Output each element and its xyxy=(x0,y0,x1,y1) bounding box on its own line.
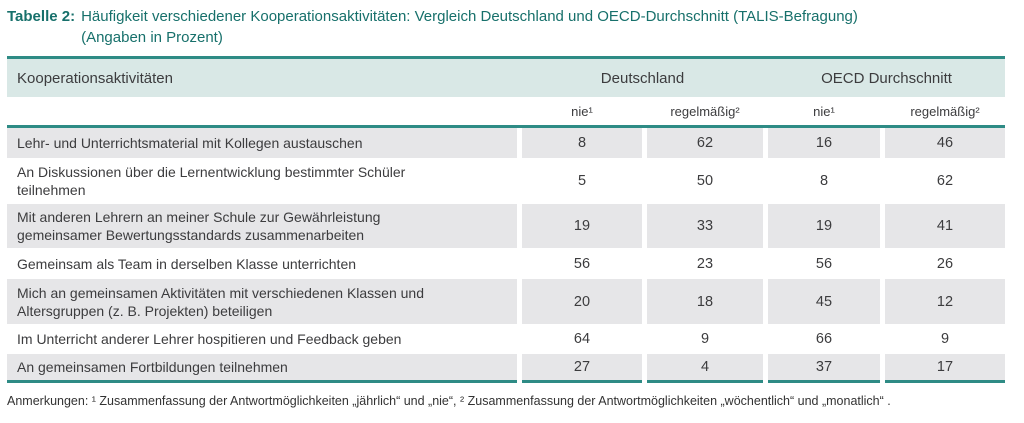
data-table: Kooperationsaktivitäten Deutschland OECD… xyxy=(7,56,1005,383)
cell-value: 33 xyxy=(647,204,763,248)
cell-value: 27 xyxy=(522,354,642,383)
cell-value: 5 xyxy=(522,158,642,204)
cell-value: 56 xyxy=(768,248,880,279)
cell-value: 4 xyxy=(647,354,763,383)
table-title-line1: Häufigkeit verschiedener Kooperationsakt… xyxy=(81,8,858,25)
table-row: An Diskussionen über die Lernentwicklung… xyxy=(7,158,1005,204)
cell-value: 8 xyxy=(522,128,642,158)
table-row: Lehr- und Unterrichtsmaterial mit Kolleg… xyxy=(7,128,1005,158)
cell-value: 37 xyxy=(768,354,880,383)
table-row: An gemeinsamen Fortbildungen teilnehmen … xyxy=(7,354,1005,383)
subheader-regelmaessig-de: regelmäßig² xyxy=(670,103,740,119)
group-header-oecd: OECD Durchschnitt xyxy=(821,69,952,87)
row-label: An Diskussionen über die Lernentwicklung… xyxy=(7,158,517,204)
row-label: Lehr- und Unterrichtsmaterial mit Kolleg… xyxy=(7,128,517,158)
subheader-regelmaessig-oecd: regelmäßig² xyxy=(910,103,980,119)
row-label: Gemeinsam als Team in derselben Klasse u… xyxy=(7,248,517,279)
table-title-line2: (Angaben in Prozent) xyxy=(81,29,223,46)
cell-value: 41 xyxy=(885,204,1005,248)
row-label: Mich an gemeinsamen Aktivitäten mit vers… xyxy=(7,279,517,324)
cell-value: 19 xyxy=(522,204,642,248)
subheader-nie-de: nie¹ xyxy=(571,103,593,119)
cell-value: 23 xyxy=(647,248,763,279)
subheader-nie-oecd: nie¹ xyxy=(813,103,835,119)
cell-value: 26 xyxy=(885,248,1005,279)
table-footnote: Anmerkungen: ¹ Zusammenfassung der Antwo… xyxy=(7,394,891,408)
cell-value: 12 xyxy=(885,279,1005,324)
cell-value: 9 xyxy=(885,324,1005,354)
cell-value: 8 xyxy=(768,158,880,204)
group-header-deutschland: Deutschland xyxy=(600,69,685,87)
cell-value: 17 xyxy=(885,354,1005,383)
column-header-activities: Kooperationsaktivitäten xyxy=(17,69,173,87)
cell-value: 20 xyxy=(522,279,642,324)
cell-value: 9 xyxy=(647,324,763,354)
table-top-border xyxy=(7,56,1005,59)
page: Tabelle 2: Häufigkeit verschiedener Koop… xyxy=(7,6,1024,408)
table-title-label: Tabelle 2: xyxy=(7,8,76,25)
table-header-row: Kooperationsaktivitäten Deutschland OECD… xyxy=(7,59,1005,97)
cell-value: 62 xyxy=(647,128,763,158)
cell-value: 62 xyxy=(885,158,1005,204)
table-row: Mit anderen Lehrern an meiner Schule zur… xyxy=(7,204,1005,248)
table-row: Mich an gemeinsamen Aktivitäten mit vers… xyxy=(7,279,1005,324)
table-title-text: Häufigkeit verschiedener Kooperationsakt… xyxy=(81,6,858,48)
cell-value: 16 xyxy=(768,128,880,158)
table-subheader-row: nie¹ regelmäßig² nie¹ regelmäßig² xyxy=(7,97,1005,125)
cell-value: 19 xyxy=(768,204,880,248)
row-label: An gemeinsamen Fortbildungen teilnehmen xyxy=(7,354,517,383)
cell-value: 18 xyxy=(647,279,763,324)
table-row: Gemeinsam als Team in derselben Klasse u… xyxy=(7,248,1005,279)
table-header-divider xyxy=(7,125,1005,128)
row-label: Mit anderen Lehrern an meiner Schule zur… xyxy=(7,204,517,248)
cell-value: 66 xyxy=(768,324,880,354)
cell-value: 56 xyxy=(522,248,642,279)
cell-value: 50 xyxy=(647,158,763,204)
row-label: Im Unterricht anderer Lehrer hospitieren… xyxy=(7,324,517,354)
cell-value: 64 xyxy=(522,324,642,354)
table-title: Tabelle 2: Häufigkeit verschiedener Koop… xyxy=(7,6,1024,48)
cell-value: 45 xyxy=(768,279,880,324)
cell-value: 46 xyxy=(885,128,1005,158)
table-row: Im Unterricht anderer Lehrer hospitieren… xyxy=(7,324,1005,354)
